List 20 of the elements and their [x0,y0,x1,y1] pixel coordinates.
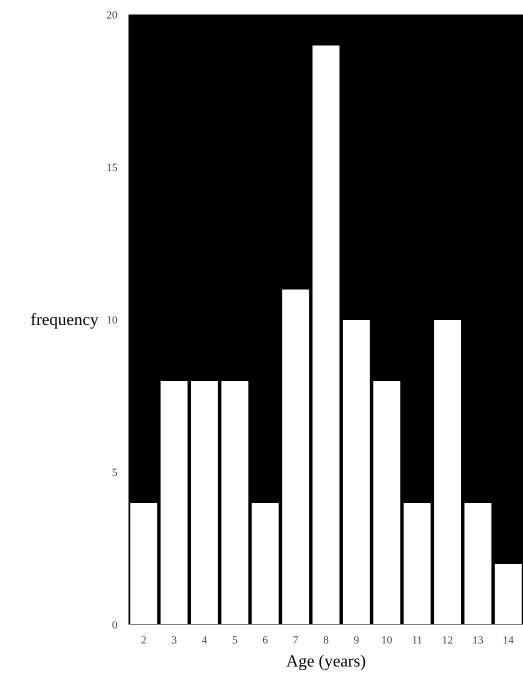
y-tick-label: 20 [106,10,118,22]
x-tick-label: 10 [381,634,393,646]
x-tick-label: 6 [262,634,268,646]
y-axis-title: frequency [30,310,99,329]
y-tick-label: 15 [106,162,118,174]
x-tick-label: 11 [412,634,422,646]
y-tick-label: 5 [112,467,118,479]
y-tick-label: 0 [112,620,118,632]
x-tick-label: 4 [202,634,208,646]
y-tick-label: 10 [106,314,118,326]
x-tick-label: 7 [292,634,299,646]
x-tick-label: 5 [232,634,238,646]
x-tick-label: 14 [502,634,514,646]
x-tick-label: 3 [171,634,178,646]
x-tick-label: 9 [354,634,360,646]
x-axis-title: Age (years) [286,652,366,670]
x-tick-label: 13 [472,634,484,646]
x-tick-label: 2 [140,634,146,646]
x-tick-label: 8 [323,634,330,646]
x-tick-label: 12 [442,634,454,646]
